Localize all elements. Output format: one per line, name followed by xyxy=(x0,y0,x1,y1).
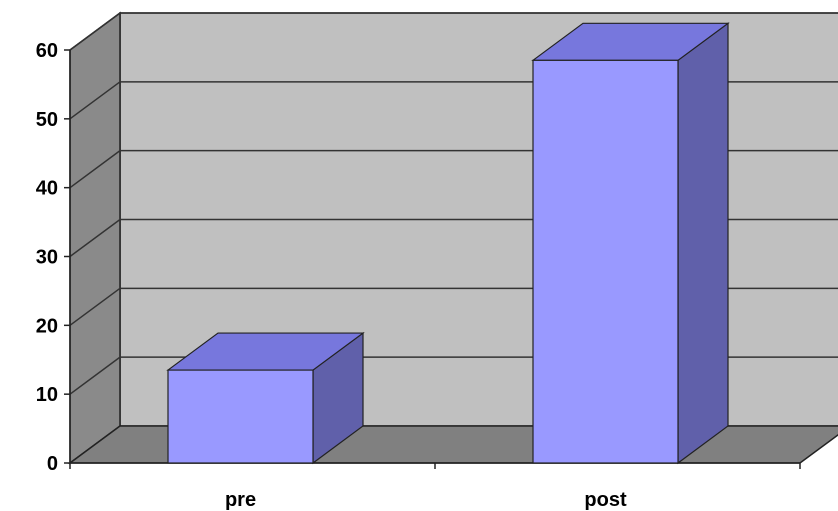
bar-front-face xyxy=(167,369,314,464)
y-tick-label: 0 xyxy=(47,453,58,475)
y-tick-label: 30 xyxy=(36,247,58,269)
category-label-pre: pre xyxy=(225,489,256,511)
y-tick-label: 20 xyxy=(36,315,58,337)
bar-pre xyxy=(166,331,365,465)
y-tick-label: 50 xyxy=(36,109,58,131)
category-axis: pre post xyxy=(225,489,627,511)
y-tick-label: 60 xyxy=(36,40,58,62)
category-label-post: post xyxy=(584,489,627,511)
y-tick-label: 40 xyxy=(36,178,58,200)
bar-front-face xyxy=(532,59,679,464)
bar-side-face xyxy=(677,22,729,465)
bar-post xyxy=(531,22,730,465)
gridline xyxy=(69,12,838,51)
y-tick-label: 10 xyxy=(36,384,58,406)
bars xyxy=(166,22,730,465)
